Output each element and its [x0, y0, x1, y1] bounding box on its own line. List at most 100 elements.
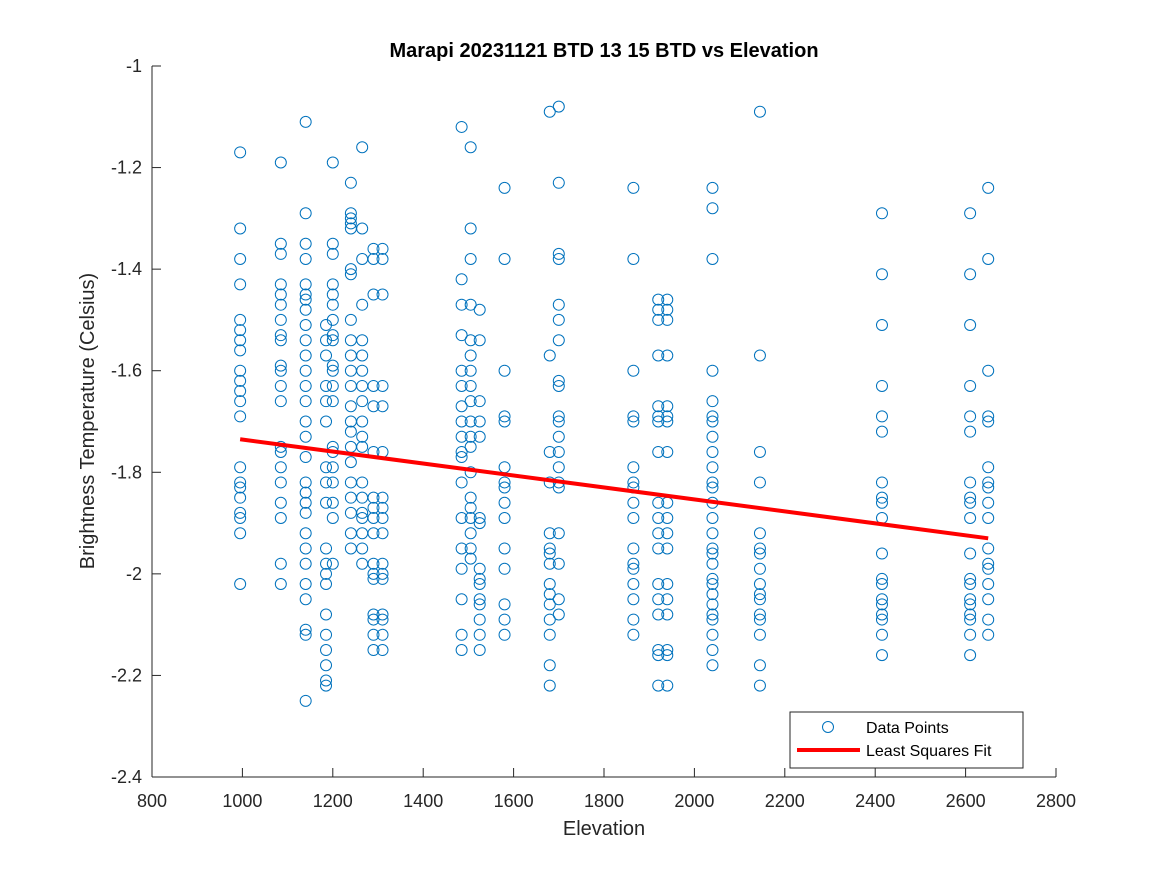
data-point [543, 613, 556, 626]
data-point [543, 598, 556, 611]
data-point [464, 334, 477, 347]
least-squares-fit-line [239, 437, 989, 541]
data-point [344, 176, 357, 189]
data-point [498, 252, 511, 265]
data-point [982, 476, 995, 489]
data-point [627, 562, 640, 575]
data-point [376, 644, 389, 657]
data-point [964, 628, 977, 641]
data-point [552, 247, 565, 260]
data-point [552, 461, 565, 474]
data-point [982, 410, 995, 423]
data-point [652, 410, 665, 423]
data-point [964, 476, 977, 489]
data-point [661, 400, 674, 413]
data-point [464, 415, 477, 428]
data-point [274, 395, 287, 408]
y-tick-label: -1.4 [111, 259, 142, 279]
data-point [627, 461, 640, 474]
data-point [552, 334, 565, 347]
data-point [367, 572, 380, 585]
data-point [706, 608, 719, 621]
data-point [234, 461, 247, 474]
data-point [964, 410, 977, 423]
data-point [344, 217, 357, 230]
data-point [661, 593, 674, 606]
data-point [753, 659, 766, 672]
data-point [320, 395, 333, 408]
data-point [326, 334, 339, 347]
data-point [299, 319, 312, 332]
data-point [376, 613, 389, 626]
data-point [299, 237, 312, 250]
data-point [552, 100, 565, 113]
data-point [552, 374, 565, 387]
data-point [473, 578, 486, 591]
data-point [875, 410, 888, 423]
data-point [982, 496, 995, 509]
data-point [455, 400, 468, 413]
data-point [706, 430, 719, 443]
data-point [875, 379, 888, 392]
data-point [706, 578, 719, 591]
data-point [320, 644, 333, 657]
data-point [320, 608, 333, 621]
data-point [964, 608, 977, 621]
data-point [706, 481, 719, 494]
data-point [964, 578, 977, 591]
data-point [299, 334, 312, 347]
data-point [234, 395, 247, 408]
data-point [455, 562, 468, 575]
data-point [455, 476, 468, 489]
data-point [274, 288, 287, 301]
y-tick-label: -1.8 [111, 462, 142, 482]
data-point [455, 298, 468, 311]
data-point [706, 659, 719, 672]
data-point [376, 608, 389, 621]
data-point [299, 115, 312, 128]
data-point [964, 649, 977, 662]
x-tick-label: 1600 [494, 791, 534, 811]
data-point [455, 273, 468, 286]
data-point [875, 547, 888, 560]
data-point [464, 430, 477, 443]
data-point [964, 425, 977, 438]
data-point [982, 511, 995, 524]
data-point [356, 395, 369, 408]
data-point [326, 359, 339, 372]
data-point [274, 359, 287, 372]
data-point [498, 562, 511, 575]
data-point [982, 562, 995, 575]
data-point [274, 578, 287, 591]
data-point [875, 613, 888, 626]
data-point [274, 379, 287, 392]
data-point [543, 527, 556, 540]
data-point [875, 476, 888, 489]
data-point [299, 542, 312, 555]
data-point [661, 608, 674, 621]
data-point [652, 527, 665, 540]
data-point [753, 476, 766, 489]
data-point [344, 400, 357, 413]
data-point [473, 598, 486, 611]
y-tick-label: -1.6 [111, 361, 142, 381]
data-point [753, 105, 766, 118]
data-point [320, 496, 333, 509]
data-point [464, 349, 477, 362]
data-point [367, 628, 380, 641]
data-point [627, 542, 640, 555]
data-point [706, 547, 719, 560]
data-point [652, 644, 665, 657]
data-point [326, 278, 339, 291]
data-point [356, 298, 369, 311]
data-point [299, 207, 312, 220]
data-point [455, 644, 468, 657]
data-point [320, 628, 333, 641]
data-point [367, 527, 380, 540]
data-point [964, 491, 977, 504]
data-point [376, 557, 389, 570]
data-point [367, 242, 380, 255]
data-point [326, 329, 339, 342]
data-point [552, 593, 565, 606]
